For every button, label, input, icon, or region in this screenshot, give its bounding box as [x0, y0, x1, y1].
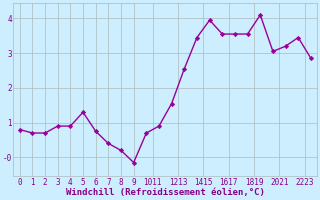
- X-axis label: Windchill (Refroidissement éolien,°C): Windchill (Refroidissement éolien,°C): [66, 188, 265, 197]
